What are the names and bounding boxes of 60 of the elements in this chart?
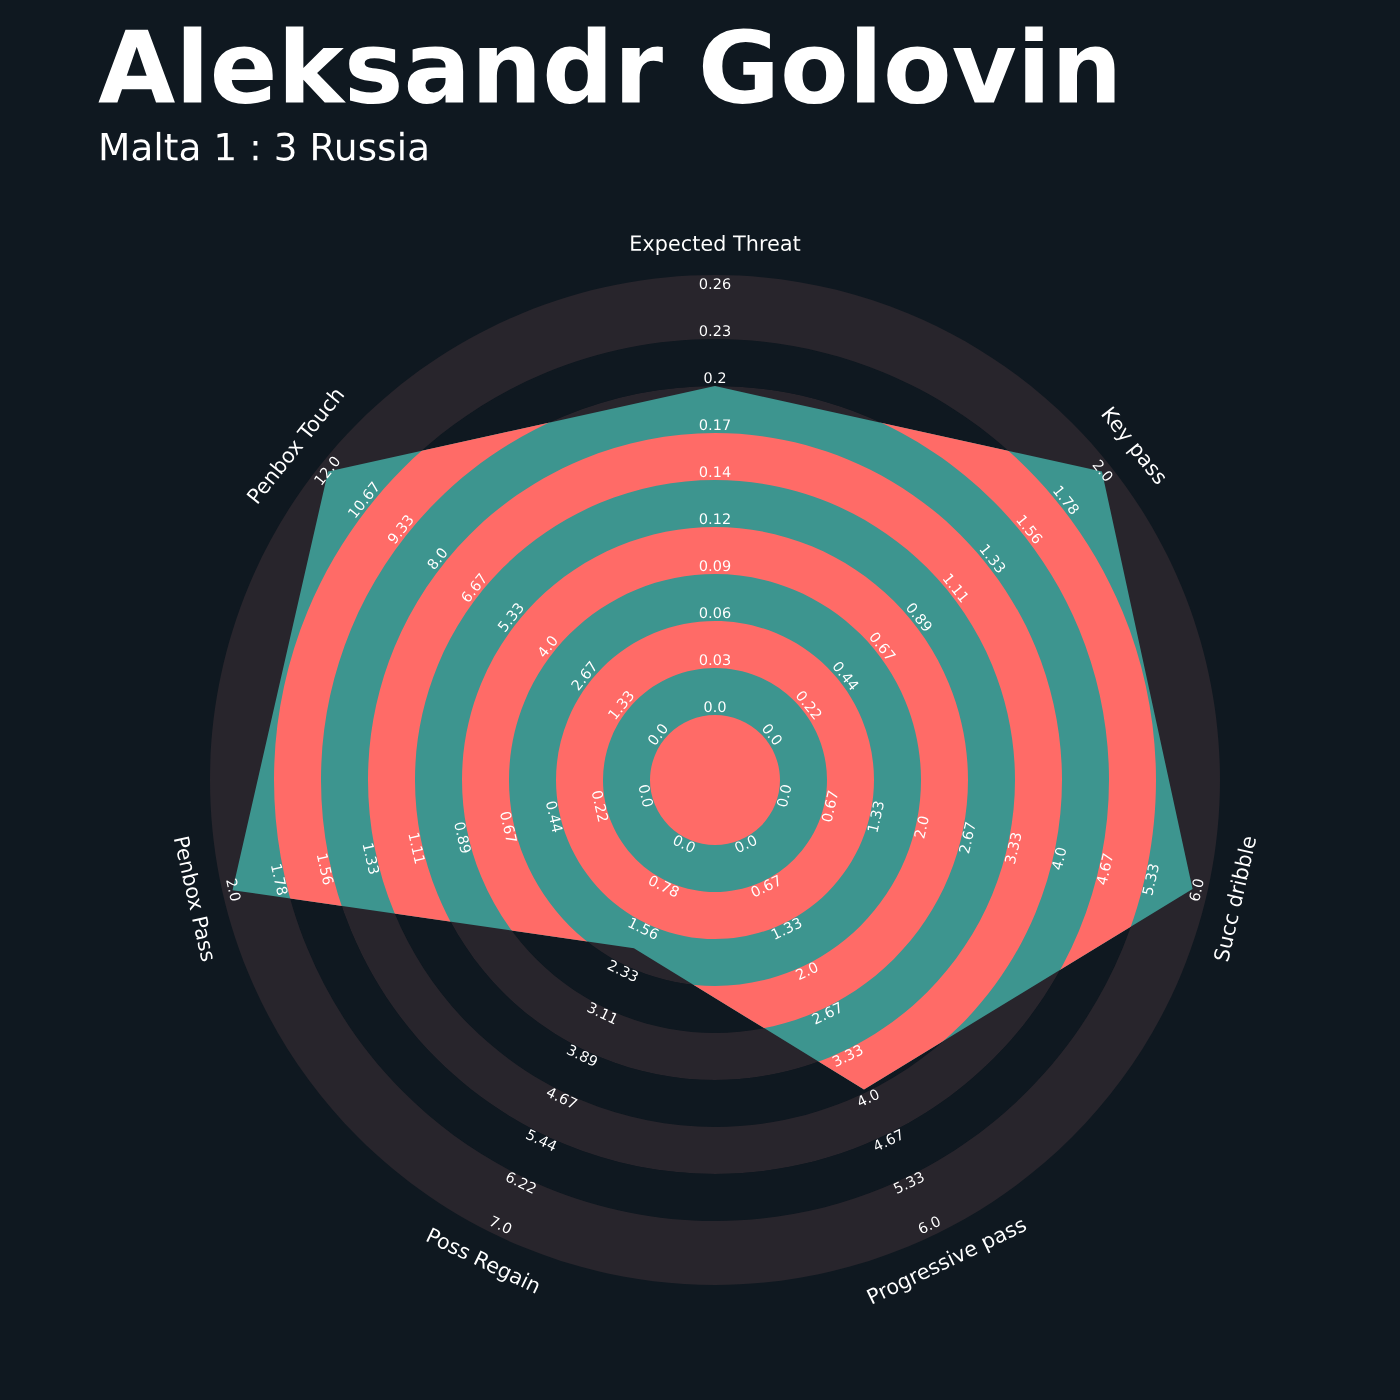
text: 2.67 [811,1001,844,1025]
text: 0.0 [733,834,758,854]
text: 1.33 [770,916,803,940]
text: 1.56 [627,917,660,941]
text: 0.03 [699,654,731,666]
text: 0.89 [453,821,472,854]
text: 2.0 [913,815,930,839]
text: 0.2 [704,372,726,384]
chart-subtitle: Malta 1 : 3 Russia [101,131,427,161]
text: 4.0 [536,634,559,659]
spoke-label: Penbox Pass [173,836,218,962]
text: 3.11 [586,1001,619,1025]
text: 5.44 [525,1128,558,1152]
text: 2.0 [225,878,242,902]
text: 7.0 [489,1215,513,1235]
text: 0.0 [761,722,784,747]
text: 0.23 [699,325,731,337]
text: 1.78 [270,863,289,896]
text: 3.33 [1004,832,1022,864]
text: 3.33 [831,1043,864,1067]
text: 6.22 [505,1170,537,1194]
text: 2.0 [794,961,819,981]
text: 2.67 [958,821,976,854]
text: 0.17 [699,419,730,431]
text: 0.0 [638,784,654,808]
text: 4.67 [1095,853,1114,886]
text: 4.0 [855,1088,881,1108]
text: 0.78 [647,874,681,898]
text: 0.0 [704,701,726,713]
text: 0.14 [699,466,731,478]
text: 6.0 [917,1215,942,1235]
text: 0.0 [672,834,697,854]
text: 8.0 [426,546,449,571]
text: 1.56 [316,853,335,886]
text: 0.0 [776,784,792,808]
text: 0.06 [699,607,731,619]
chart-title: Aleksandr Golovin [98,26,1115,105]
text: 0.67 [749,874,782,898]
text: 0.26 [699,278,731,290]
spoke-label: Succ dribble [1212,835,1257,962]
text: 0.44 [545,800,564,833]
text: 5.33 [1141,863,1160,896]
text: 2.33 [607,959,640,983]
text: 0.67 [499,810,518,843]
text: 1.33 [362,842,380,875]
text: 2.0 [1092,458,1114,483]
text: 3.89 [566,1043,599,1068]
text: 0.09 [699,560,731,572]
text: 4.67 [872,1128,905,1152]
text: 6.0 [1188,878,1205,902]
text: 4.67 [545,1086,578,1110]
text: 4.0 [1051,846,1067,871]
text: 0.0 [646,722,669,747]
text: 1.11 [408,832,426,864]
text: 0.22 [591,790,609,822]
text: 0.67 [820,790,839,823]
spoke-label: Expected Threat [631,234,801,256]
text: 5.33 [892,1170,925,1194]
text: 1.33 [866,800,885,833]
text: 0.12 [699,513,730,525]
